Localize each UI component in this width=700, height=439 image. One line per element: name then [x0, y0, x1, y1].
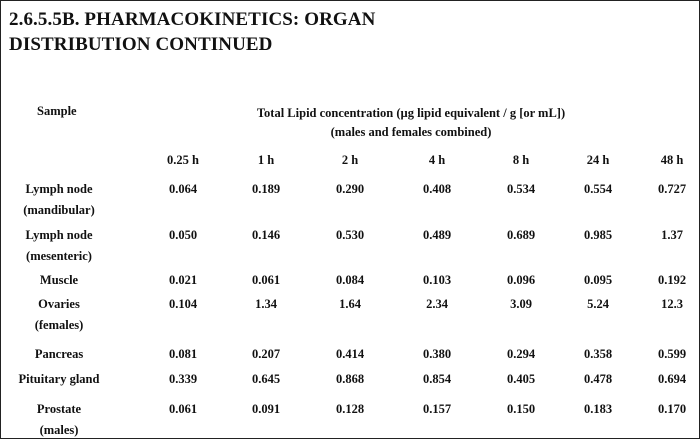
concentration-header-line-1: Total Lipid concentration (µg lipid equi… — [256, 106, 566, 120]
row-label-line: Pituitary gland — [18, 372, 100, 386]
table-cell: 0.128 — [335, 402, 365, 416]
time-column-header: 2 h — [341, 153, 359, 167]
concentration-header: Total Lipid concentration (µg lipid equi… — [151, 104, 671, 142]
table-cell: 0.192 — [657, 273, 687, 287]
table-cell: 0.554 — [583, 182, 613, 196]
table-cell: 0.290 — [335, 182, 365, 196]
table-cell: 0.104 — [168, 297, 198, 311]
table-cell: 0.207 — [251, 347, 281, 361]
table-cell: 0.170 — [657, 402, 687, 416]
table-cell: 0.405 — [506, 372, 536, 386]
table-cell: 0.985 — [583, 228, 613, 242]
row-label: Lymph node (mesenteric) — [1, 225, 117, 267]
section-title-line-2: DISTRIBUTION CONTINUED — [9, 34, 273, 55]
table-cell: 0.358 — [583, 347, 613, 361]
row-label-line: Ovaries — [38, 297, 80, 311]
table-cell: 0.021 — [168, 273, 198, 287]
row-label-line: Lymph node — [25, 182, 93, 196]
row-label: Lymph node (mandibular) — [1, 179, 117, 221]
section-title-line-1: 2.6.5.5B. PHARMACOKINETICS: ORGAN — [9, 9, 376, 30]
table-cell: 3.09 — [510, 297, 532, 311]
table-cell: 0.084 — [335, 273, 365, 287]
table-cell: 0.854 — [422, 372, 452, 386]
row-label: Prostate (males) — [1, 399, 117, 438]
table-cell: 0.478 — [583, 372, 613, 386]
table-cell: 0.534 — [506, 182, 536, 196]
sample-column-header: Sample — [37, 104, 77, 118]
table-cell: 12.3 — [661, 297, 683, 311]
row-label: Ovaries (females) — [1, 294, 117, 336]
table-cell: 0.081 — [168, 347, 198, 361]
table-cell: 5.24 — [587, 297, 609, 311]
table-cell: 0.694 — [657, 372, 687, 386]
table-cell: 0.408 — [422, 182, 452, 196]
table-cell: 0.091 — [251, 402, 281, 416]
table-cell: 1.64 — [339, 297, 361, 311]
concentration-header-line-2: (males and females combined) — [330, 125, 492, 139]
table-cell: 0.061 — [251, 273, 281, 287]
table-cell: 0.414 — [335, 347, 365, 361]
row-label-line: (mesenteric) — [26, 249, 92, 263]
table-cell: 0.689 — [506, 228, 536, 242]
table-cell: 0.064 — [168, 182, 198, 196]
table-cell: 1.37 — [661, 228, 683, 242]
row-label-line: Muscle — [39, 273, 79, 287]
row-label-line: (females) — [34, 318, 84, 332]
table-cell: 1.34 — [255, 297, 277, 311]
table-cell: 0.061 — [168, 402, 198, 416]
row-label-line: (mandibular) — [23, 203, 95, 217]
row-label: Pituitary gland — [1, 369, 117, 390]
row-label-line: (males) — [39, 423, 79, 437]
time-column-header: 24 h — [586, 153, 610, 167]
row-label-line: Lymph node — [25, 228, 93, 242]
table-cell: 0.095 — [583, 273, 613, 287]
section-title: 2.6.5.5B. PHARMACOKINETICS: ORGAN DISTRI… — [9, 7, 375, 57]
time-column-header: 1 h — [257, 153, 275, 167]
table-cell: 0.339 — [168, 372, 198, 386]
table-cell: 2.34 — [426, 297, 448, 311]
row-label: Muscle — [1, 270, 117, 291]
table-cell: 0.183 — [583, 402, 613, 416]
table-cell: 0.157 — [422, 402, 452, 416]
time-column-header: 8 h — [512, 153, 530, 167]
row-label: Pancreas — [1, 344, 117, 365]
table-cell: 0.050 — [168, 228, 198, 242]
table-cell: 0.096 — [506, 273, 536, 287]
table-cell: 0.189 — [251, 182, 281, 196]
table-cell: 0.727 — [657, 182, 687, 196]
time-column-header: 4 h — [428, 153, 446, 167]
table-cell: 0.150 — [506, 402, 536, 416]
table-cell: 0.645 — [251, 372, 281, 386]
table-cell: 0.530 — [335, 228, 365, 242]
table-cell: 0.868 — [335, 372, 365, 386]
table-cell: 0.294 — [506, 347, 536, 361]
time-column-header: 48 h — [660, 153, 684, 167]
time-column-header: 0.25 h — [167, 153, 199, 167]
table-cell: 0.146 — [251, 228, 281, 242]
table-cell: 0.103 — [422, 273, 452, 287]
table-cell: 0.599 — [657, 347, 687, 361]
row-label-line: Pancreas — [34, 347, 84, 361]
table-cell: 0.380 — [422, 347, 452, 361]
table-cell: 0.489 — [422, 228, 452, 242]
row-label-line: Prostate — [36, 402, 82, 416]
